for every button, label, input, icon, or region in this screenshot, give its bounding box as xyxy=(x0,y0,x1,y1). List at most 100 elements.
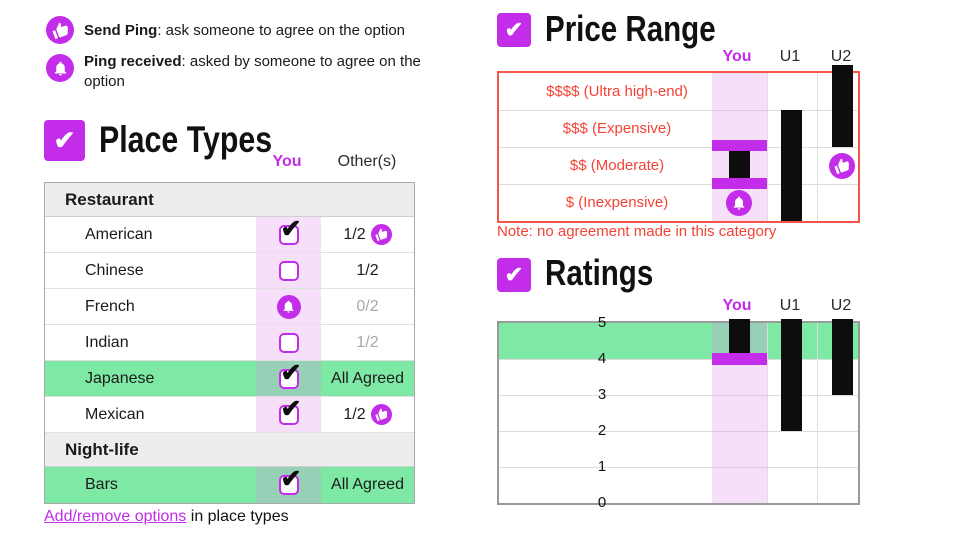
column-header-others: Other(s) xyxy=(337,153,397,170)
you-cell xyxy=(256,289,321,324)
y-tick-label: 2 xyxy=(597,422,607,439)
gridline xyxy=(817,73,818,221)
table-row: French 0/2 xyxy=(45,289,414,325)
send-ping-icon[interactable] xyxy=(370,224,392,245)
gridline xyxy=(499,431,858,432)
legend-desc: : asked by someone to agree on the optio… xyxy=(84,53,421,90)
gridline xyxy=(817,323,818,503)
user-price-range-bar xyxy=(780,110,802,221)
agreed-range-band xyxy=(499,323,858,359)
others-cell: All Agreed xyxy=(321,467,414,503)
ratings-title: Ratings xyxy=(545,252,654,293)
place-option-label: Bars xyxy=(85,476,118,493)
others-cell: 1/2 xyxy=(321,217,414,252)
your-price-selection-bar[interactable] xyxy=(728,151,750,178)
table-row: Chinese 1/2 xyxy=(45,253,414,289)
legend-desc: : ask someone to agree on the option xyxy=(157,22,406,39)
others-cell: 1/2 xyxy=(321,397,414,432)
agreement-count: All Agreed xyxy=(331,476,404,493)
you-cell xyxy=(256,394,321,432)
others-cell: 1/2 xyxy=(321,253,414,288)
table-row: American 1/2 xyxy=(45,214,414,253)
y-tick-label: 4 xyxy=(597,350,607,367)
send-ping-icon[interactable] xyxy=(370,404,392,425)
column-header-u2: U2 xyxy=(830,48,852,65)
rating-handle[interactable] xyxy=(712,353,767,365)
column-header-u1: U1 xyxy=(779,297,801,314)
place-types-table: Restaurant American 1/2 Chinese 1/2 French 0/2… xyxy=(44,182,415,504)
gridline xyxy=(499,395,858,396)
place-option-label: Indian xyxy=(85,334,129,351)
send-ping-icon xyxy=(46,16,74,44)
you-cell xyxy=(256,464,321,503)
price-range-chart: $$$$ (Ultra high-end) $$$ (Expensive) $$ (… xyxy=(497,65,860,223)
no-agreement-note: Note: no agreement made in this category xyxy=(497,223,777,240)
place-option-label: Japanese xyxy=(85,370,155,387)
place-checkbox[interactable] xyxy=(278,464,301,495)
price-tier-label: $$$$ (Ultra high-end) xyxy=(546,83,688,100)
y-tick-label: 3 xyxy=(597,386,607,403)
you-cell xyxy=(256,358,321,396)
agreement-count: 1/2 xyxy=(356,333,379,351)
price-tier-label: $$ (Moderate) xyxy=(569,157,665,174)
add-remove-options-link[interactable]: Add/remove options xyxy=(44,508,187,525)
place-types-checkbox-icon xyxy=(44,120,85,161)
user-rating-bar xyxy=(831,319,853,395)
you-cell xyxy=(256,253,321,288)
column-header-u1: U1 xyxy=(779,48,801,65)
gridline xyxy=(499,467,858,468)
gridline xyxy=(499,147,858,148)
others-cell: All Agreed xyxy=(321,361,414,396)
place-types-title: Place Types xyxy=(99,119,273,160)
price-range-checkbox-icon xyxy=(497,13,531,47)
place-checkbox[interactable] xyxy=(278,332,299,353)
place-option-label: Mexican xyxy=(85,406,145,423)
column-header-you: You xyxy=(272,153,302,170)
price-range-plot: $$$$ (Ultra high-end) $$$ (Expensive) $$ (… xyxy=(499,65,858,221)
place-option-label: American xyxy=(85,226,153,243)
place-checkbox[interactable] xyxy=(278,394,301,425)
price-tier-label: $ (Inexpensive) xyxy=(565,194,669,211)
legend-send-ping: Send Ping: ask someone to agree on the o… xyxy=(84,21,464,41)
column-header-you: You xyxy=(722,48,752,65)
column-header-you: You xyxy=(722,297,752,314)
ping-received-icon[interactable] xyxy=(726,189,752,216)
place-types-footer: Add/remove options in place types xyxy=(44,508,289,526)
place-checkbox[interactable] xyxy=(278,214,301,245)
agreement-count: 1/2 xyxy=(356,261,379,279)
gridline xyxy=(767,323,768,503)
column-header-u2: U2 xyxy=(830,297,852,314)
table-group-header: Night-life xyxy=(45,433,414,467)
ratings-chart: 5 4 3 2 1 0 xyxy=(497,314,860,511)
price-range-title: Price Range xyxy=(545,8,716,49)
table-group-header: Restaurant xyxy=(45,183,414,217)
range-handle-bottom[interactable] xyxy=(712,178,767,189)
y-tick-label: 5 xyxy=(597,314,607,331)
ping-received-icon[interactable] xyxy=(276,294,301,319)
ping-received-icon xyxy=(46,54,74,82)
send-ping-icon[interactable] xyxy=(829,152,855,179)
place-checkbox[interactable] xyxy=(278,260,299,281)
footer-rest-text: in place types xyxy=(186,508,289,525)
place-checkbox[interactable] xyxy=(278,358,301,389)
gridline xyxy=(499,110,858,111)
price-tier-label: $$$ (Expensive) xyxy=(562,120,672,137)
place-option-label: Chinese xyxy=(85,262,144,279)
agreement-count: All Agreed xyxy=(331,369,404,387)
others-cell: 1/2 xyxy=(321,325,414,360)
range-handle-top[interactable] xyxy=(712,140,767,151)
gridline xyxy=(499,184,858,185)
legend-term: Send Ping xyxy=(84,22,158,39)
ratings-checkbox-icon xyxy=(497,258,531,292)
legend-term: Ping received xyxy=(84,53,182,70)
ratings-plot: 5 4 3 2 1 0 xyxy=(499,314,858,511)
agreement-count: 1/2 xyxy=(343,405,366,423)
you-cell xyxy=(256,325,321,360)
others-cell: 0/2 xyxy=(321,289,414,324)
legend-ping-received: Ping received: asked by someone to agree… xyxy=(84,52,432,92)
you-cell xyxy=(256,214,321,252)
agreement-count: 1/2 xyxy=(343,225,366,243)
your-rating-bar[interactable] xyxy=(728,319,750,356)
gridline xyxy=(499,359,858,360)
